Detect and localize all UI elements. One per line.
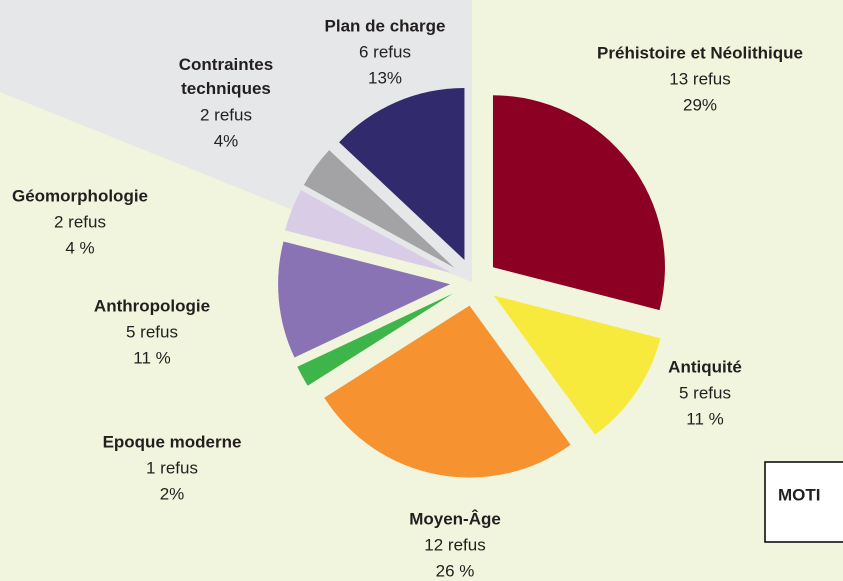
count-label: 2 refus — [200, 105, 252, 124]
pie-slice — [303, 150, 455, 268]
value-label: 11 % — [686, 409, 724, 428]
slice-label: Préhistoire et Néolithique — [597, 43, 803, 62]
slice-label: Plan de charge — [325, 16, 446, 35]
slice-label: Contraintes techniques — [179, 55, 273, 98]
slice-label: Moyen-Âge — [409, 509, 501, 528]
slice-label: Epoque moderne — [103, 432, 242, 451]
slice-label: Antiquité — [668, 357, 742, 376]
value-label: 4 % — [65, 238, 94, 257]
slice-label: Anthropologie — [94, 296, 210, 315]
pie-slice — [492, 95, 665, 311]
value-label: 13% — [368, 68, 402, 87]
count-label: 13 refus — [669, 69, 730, 88]
pie-slice — [339, 87, 465, 260]
pie-slice — [297, 293, 453, 386]
pie-slice — [278, 241, 451, 358]
count-label: 5 refus — [679, 383, 731, 402]
value-label: 2% — [160, 484, 185, 503]
count-label: 6 refus — [359, 42, 411, 61]
pie-slice — [324, 305, 571, 478]
count-label: 5 refus — [126, 322, 178, 341]
count-label: 2 refus — [54, 212, 106, 231]
legend-box — [764, 461, 843, 543]
value-label: 29% — [683, 95, 717, 114]
slice-label: Géomorphologie — [12, 186, 148, 205]
pie-slice — [285, 190, 452, 274]
pie-slice — [493, 295, 661, 435]
value-label: 4% — [214, 131, 239, 150]
count-label: 1 refus — [146, 458, 198, 477]
value-label: 26 % — [436, 561, 475, 580]
annotation: MOTI — [778, 485, 821, 504]
count-label: 12 refus — [424, 535, 485, 554]
value-label: 11 % — [133, 348, 171, 367]
